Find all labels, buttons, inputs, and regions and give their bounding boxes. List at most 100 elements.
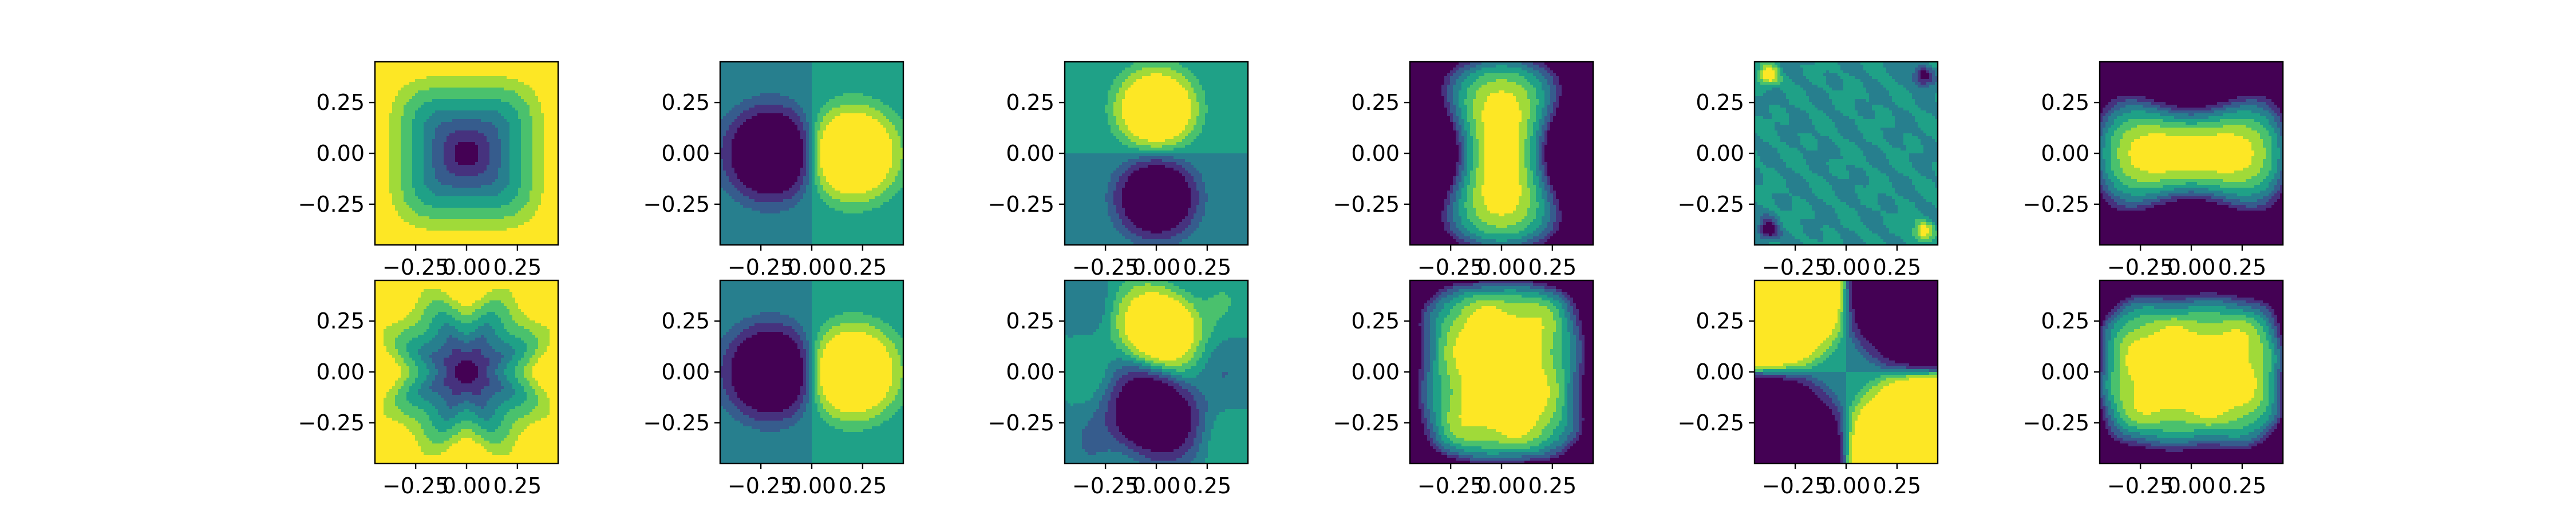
contour-cell: [412, 193, 416, 197]
contour-cell: [743, 85, 746, 88]
contour-cell: [518, 125, 521, 128]
contour-cell: [509, 70, 513, 74]
contour-cell: [404, 110, 407, 114]
contour-cell: [555, 193, 558, 197]
contour-cell: [729, 76, 732, 80]
contour-cell: [858, 88, 861, 91]
contour-cell: [409, 79, 413, 82]
contour-cell: [435, 193, 438, 197]
contour-cell: [512, 82, 516, 85]
contour-cell: [786, 70, 789, 74]
contour-cell: [406, 231, 410, 234]
contour-cell: [538, 159, 542, 163]
contour-cell: [418, 231, 421, 234]
contour-cell: [418, 205, 421, 208]
contour-cell: [538, 133, 542, 137]
contour-cell: [552, 76, 556, 80]
contour-cell: [535, 211, 539, 214]
contour-cell: [432, 222, 436, 225]
contour-cell: [481, 139, 484, 142]
contour-cell: [458, 191, 461, 194]
contour-cell: [406, 110, 410, 114]
contour-cell: [740, 90, 744, 94]
contour-cell: [381, 148, 384, 151]
contour-cell: [495, 145, 499, 148]
contour-cell: [889, 76, 892, 80]
contour-cell: [775, 70, 778, 74]
contour-cell: [889, 88, 892, 91]
contour-cell: [869, 62, 872, 65]
contour-cell: [498, 99, 501, 102]
contour-cell: [527, 205, 530, 208]
contour-cell: [743, 99, 746, 102]
contour-cell: [421, 73, 424, 77]
contour-cell: [467, 199, 470, 203]
contour-cell: [530, 70, 533, 74]
contour-cell: [860, 65, 864, 68]
contour-cell: [401, 125, 404, 128]
contour-cell: [521, 96, 524, 100]
contour-cell: [544, 133, 547, 137]
contour-cell: [492, 213, 496, 217]
contour-cell: [464, 159, 467, 163]
contour-cell: [532, 79, 536, 82]
contour-cell: [538, 219, 542, 223]
contour-cell: [860, 68, 864, 71]
contour-cell: [469, 159, 473, 163]
contour-cell: [530, 93, 533, 97]
contour-cell: [492, 168, 496, 171]
contour-cell: [504, 185, 507, 188]
contour-cell: [447, 156, 450, 160]
contour-cell: [492, 176, 496, 180]
contour-cell: [795, 65, 798, 68]
contour-cell: [478, 211, 481, 214]
contour-cell: [863, 76, 867, 80]
contour-cell: [544, 70, 547, 74]
contour-cell: [521, 219, 524, 223]
contour-cell: [550, 85, 553, 88]
contour-cell: [375, 133, 378, 137]
contour-cell: [378, 171, 381, 174]
contour-cell: [438, 68, 441, 71]
contour-cell: [481, 202, 484, 205]
contour-cell: [472, 62, 476, 65]
contour-cell: [501, 85, 504, 88]
contour-cell: [524, 119, 527, 122]
contour-cell: [452, 116, 456, 120]
contour-cell: [501, 185, 504, 188]
contour-cell: [524, 168, 527, 171]
contour-cell: [769, 88, 772, 91]
contour-cell: [418, 165, 421, 168]
contour-cell: [415, 205, 418, 208]
contour-cell: [392, 242, 396, 245]
contour-cell: [555, 153, 558, 157]
contour-cell: [452, 65, 456, 68]
contour-cell: [469, 62, 473, 65]
contour-cell: [392, 168, 396, 171]
contour-cell: [544, 119, 547, 122]
contour-cell: [447, 116, 450, 120]
contour-cell: [518, 228, 521, 231]
contour-cell: [375, 128, 378, 131]
contour-cell: [467, 93, 470, 97]
contour-cell: [792, 79, 795, 82]
contour-cell: [406, 65, 410, 68]
contour-cell: [852, 96, 855, 100]
contour-cell: [461, 130, 464, 134]
contour-cell: [544, 162, 547, 165]
contour-cell: [429, 168, 433, 171]
contour-cell: [498, 130, 501, 134]
contour-cell: [530, 233, 533, 237]
contour-cell: [530, 128, 533, 131]
contour-cell: [484, 150, 487, 154]
contour-cell: [381, 70, 384, 74]
contour-cell: [757, 90, 761, 94]
contour-cell: [541, 213, 544, 217]
contour-cell: [518, 193, 521, 197]
contour-cell: [389, 216, 393, 220]
contour-cell: [401, 99, 404, 102]
contour-cell: [447, 82, 450, 85]
contour-cell: [472, 205, 476, 208]
contour-cell: [498, 216, 501, 220]
contour-cell: [438, 79, 441, 82]
